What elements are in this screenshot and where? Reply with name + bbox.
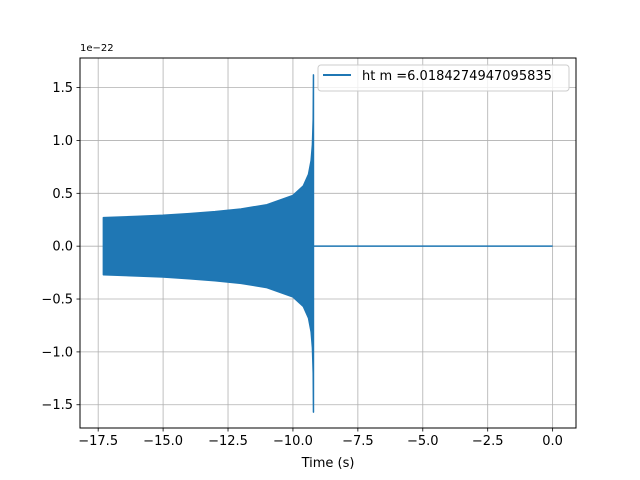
plot-series bbox=[102, 74, 553, 413]
x-tick-label: 0.0 bbox=[542, 434, 563, 449]
y-tick-label: −1.5 bbox=[41, 398, 73, 413]
x-tick-label: −2.5 bbox=[472, 434, 504, 449]
x-tick-label: −7.5 bbox=[342, 434, 374, 449]
axes-frame bbox=[79, 57, 577, 429]
x-axis-label: Time (s) bbox=[301, 456, 355, 471]
y-tick-label: 1.0 bbox=[52, 134, 73, 149]
y-tick-label: −1.0 bbox=[41, 345, 73, 360]
y-tick-label: 0.5 bbox=[52, 187, 73, 202]
y-tick-label: 0.0 bbox=[52, 240, 73, 255]
oscillation-band bbox=[102, 74, 315, 413]
legend-box bbox=[317, 64, 570, 92]
x-tick-label: −10.0 bbox=[273, 434, 313, 449]
y-offset-text: 1e−22 bbox=[80, 43, 114, 54]
legend-label: ht m =6.0184274947095835 bbox=[362, 69, 552, 84]
y-tick-label: −0.5 bbox=[41, 293, 73, 308]
legend: ht m =6.0184274947095835 bbox=[317, 64, 570, 92]
x-tick-label: −12.5 bbox=[208, 434, 248, 449]
x-tick-label: −17.5 bbox=[78, 434, 118, 449]
x-axis: −17.5 −15.0 −12.5 −10.0 −7.5 −5.0 −2.5 0.0 bbox=[78, 428, 563, 449]
x-tick-label: −15.0 bbox=[143, 434, 183, 449]
y-tick-label: 1.5 bbox=[52, 81, 73, 96]
y-axis: −1.5 −1.0 −0.5 0.0 0.5 1.0 1.5 bbox=[41, 81, 80, 413]
x-tick-label: −5.0 bbox=[407, 434, 439, 449]
